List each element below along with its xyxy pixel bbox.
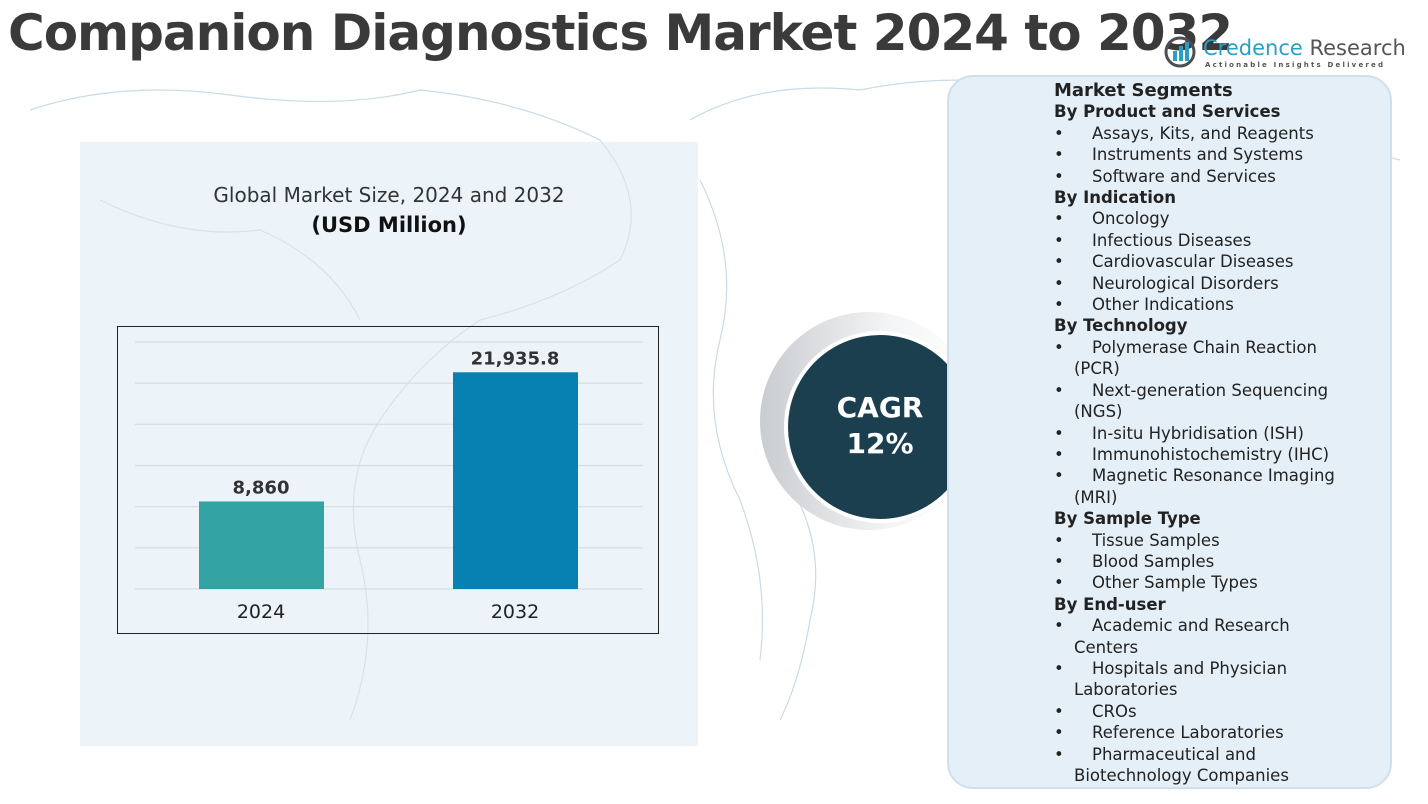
segment-item-label: Immunohistochemistry (IHC): [1092, 444, 1330, 464]
segment-item-label-cont: Laboratories: [1074, 680, 1178, 700]
segment-item-label: Magnetic Resonance Imaging: [1092, 466, 1335, 486]
segment-item-label-cont: (NGS): [1074, 402, 1123, 422]
bullet-icon: •: [1054, 423, 1064, 443]
data-label: 8,860: [233, 477, 290, 498]
chart-unit: (USD Million): [311, 213, 467, 237]
segment-item: • Instruments and Systems: [1054, 144, 1374, 165]
segment-item: • Cardiovascular Diseases: [1054, 251, 1374, 272]
segment-item-label-cont: Centers: [1074, 637, 1139, 657]
segment-item-label: Polymerase Chain Reaction: [1092, 337, 1317, 357]
credence-research-logo: Credence Research Actionable Insights De…: [1163, 34, 1406, 74]
logo-tagline: Actionable Insights Delivered: [1205, 61, 1386, 69]
chart-frame: [117, 326, 659, 634]
segment-item-label: CROs: [1092, 701, 1137, 721]
segment-item: • Polymerase Chain Reaction (PCR): [1054, 337, 1374, 380]
segment-item: • Reference Laboratories: [1054, 722, 1374, 743]
logo-chart-icon: [1164, 36, 1196, 68]
segment-item-label: Neurological Disorders: [1092, 273, 1279, 293]
segment-item: • Magnetic Resonance Imaging (MRI): [1054, 465, 1374, 508]
bullet-icon: •: [1054, 123, 1064, 143]
bullet-icon: •: [1054, 616, 1064, 636]
segment-item: • Other Sample Types: [1054, 572, 1374, 593]
segment-item: • In-situ Hybridisation (ISH): [1054, 423, 1374, 444]
segment-item-label: Assays, Kits, and Reagents: [1092, 123, 1314, 143]
segment-group-title: By Technology: [1054, 316, 1188, 336]
chart-title: Global Market Size, 2024 and 2032: [213, 183, 565, 207]
segment-item-label: Other Indications: [1092, 295, 1234, 315]
bullet-icon: •: [1054, 744, 1064, 764]
segment-item-label: Cardiovascular Diseases: [1092, 252, 1294, 272]
segment-item: • Pharmaceutical and Biotechnology Compani…: [1054, 744, 1374, 787]
bullet-icon: •: [1054, 701, 1064, 721]
x-tick-label: 2024: [237, 601, 285, 623]
segment-item-label: Oncology: [1092, 209, 1170, 229]
segment-item-label: Infectious Diseases: [1092, 230, 1252, 250]
segment-item: • Academic and Research Centers: [1054, 615, 1374, 658]
segment-group-title: By End-user: [1054, 594, 1166, 614]
segment-item-label-cont: Biotechnology Companies: [1074, 766, 1289, 785]
segment-group-title: By Sample Type: [1054, 509, 1201, 529]
bullet-icon: •: [1054, 337, 1064, 357]
cagr-badge: CAGR 12%: [788, 335, 972, 519]
bullet-icon: •: [1054, 145, 1064, 165]
logo-name-2: Research: [1309, 36, 1406, 60]
segments-heading: Market Segments: [1054, 80, 1233, 101]
segment-item: • Software and Services: [1054, 166, 1374, 187]
segment-item: • Infectious Diseases: [1054, 230, 1374, 251]
segment-item: • Neurological Disorders: [1054, 273, 1374, 294]
cagr-value: 12%: [846, 427, 914, 460]
segment-item-label: Next-generation Sequencing: [1092, 380, 1329, 400]
bullet-icon: •: [1054, 658, 1064, 678]
bullet-icon: •: [1054, 295, 1064, 315]
segments-panel: [947, 75, 1392, 789]
segment-item-label: Pharmaceutical and: [1092, 744, 1256, 764]
bar-2024: [199, 501, 324, 589]
x-tick-label: 2032: [491, 601, 539, 623]
bar-chart: 8,860 2024 21,935.8 2032: [135, 341, 643, 623]
segment-item: • Tissue Samples: [1054, 530, 1374, 551]
bullet-icon: •: [1054, 723, 1064, 743]
segment-item-label: Software and Services: [1092, 166, 1276, 186]
segment-item-label: Tissue Samples: [1092, 530, 1220, 550]
segment-item: • Hospitals and Physician Laboratories: [1054, 658, 1374, 701]
segment-item: • Blood Samples: [1054, 551, 1374, 572]
segment-item-label-cont: (MRI): [1074, 487, 1118, 507]
bullet-icon: •: [1054, 252, 1064, 272]
bullet-icon: •: [1054, 573, 1064, 593]
bullet-icon: •: [1054, 551, 1064, 571]
segment-item: • Oncology: [1054, 208, 1374, 229]
bullet-icon: •: [1054, 530, 1064, 550]
cagr-label: CAGR: [836, 391, 924, 424]
bar-2032: [453, 372, 578, 589]
segment-item-label: Other Sample Types: [1092, 573, 1258, 593]
segment-item-label: In-situ Hybridisation (ISH): [1092, 423, 1304, 443]
bullet-icon: •: [1054, 444, 1064, 464]
segment-item-label-cont: (PCR): [1074, 359, 1120, 379]
chart-panel: [80, 142, 698, 746]
data-label: 21,935.8: [471, 348, 560, 369]
bullet-icon: •: [1054, 380, 1064, 400]
bullet-icon: •: [1054, 273, 1064, 293]
bullet-icon: •: [1054, 209, 1064, 229]
segments-list: Market Segments By Product and Services •…: [1054, 80, 1374, 786]
segment-item: • Immunohistochemistry (IHC): [1054, 444, 1374, 465]
bullet-icon: •: [1054, 166, 1064, 186]
bullet-icon: •: [1054, 466, 1064, 486]
segment-item: • CROs: [1054, 701, 1374, 722]
segment-item-label: Hospitals and Physician: [1092, 658, 1288, 678]
segment-group-title: By Product and Services: [1054, 102, 1281, 122]
segment-group-title: By Indication: [1054, 188, 1176, 208]
segment-item: • Other Indications: [1054, 294, 1374, 315]
bullet-icon: •: [1054, 230, 1064, 250]
segment-item-label: Blood Samples: [1092, 551, 1215, 571]
segment-item: • Next-generation Sequencing (NGS): [1054, 380, 1374, 423]
page-title: Companion Diagnostics Market 2024 to 203…: [8, 4, 1233, 62]
segment-item-label: Academic and Research: [1092, 616, 1290, 636]
logo-name-1: Credence: [1203, 36, 1303, 60]
segment-item-label: Instruments and Systems: [1092, 145, 1304, 165]
segment-item: • Assays, Kits, and Reagents: [1054, 123, 1374, 144]
segment-item-label: Reference Laboratories: [1092, 723, 1284, 743]
